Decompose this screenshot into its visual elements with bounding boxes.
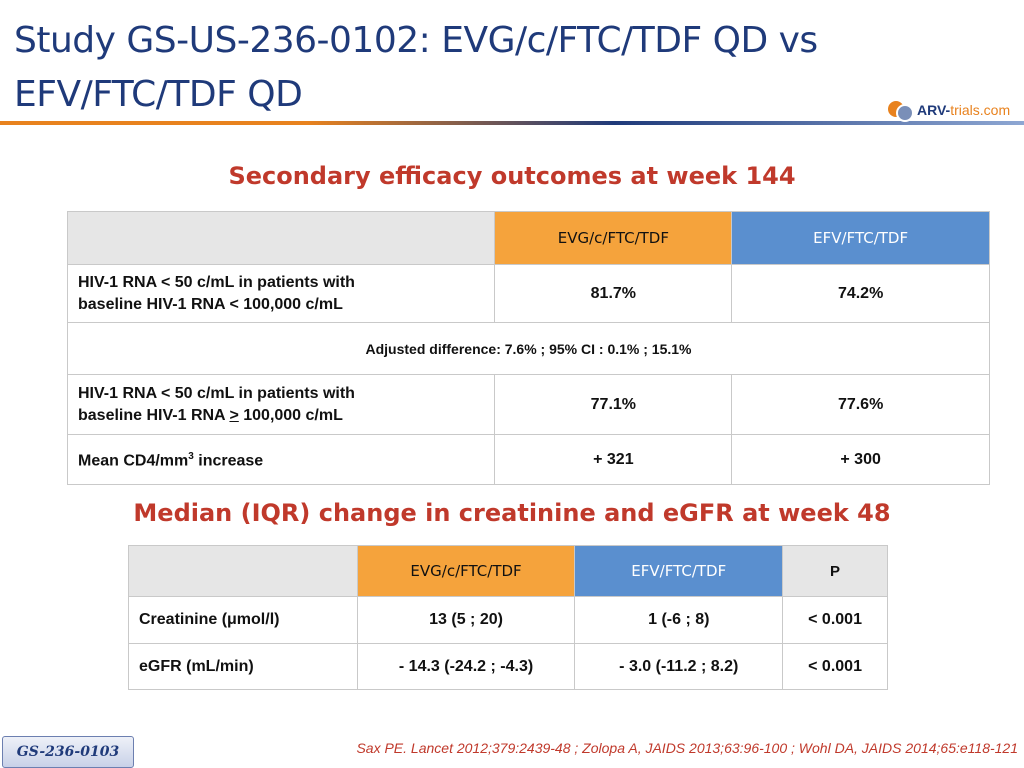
arv-trials-logo: ARV-trials.com: [888, 97, 1016, 123]
header-p: P: [782, 545, 888, 597]
row-label: HIV-1 RNA < 50 c/mL in patients with bas…: [66, 374, 496, 435]
cell-efv: 77.6%: [731, 374, 990, 435]
adjusted-difference-cell: Adjusted difference: 7.6% ; 95% CI : 0.1…: [67, 322, 990, 375]
header-blank-cell: [128, 545, 358, 597]
table-header-row: EVG/c/FTC/TDF EFV/FTC/TDF P: [128, 545, 888, 597]
cell-efv: 1 (-6 ; 8): [574, 596, 784, 644]
row-label: eGFR (mL/min): [128, 643, 358, 690]
cell-evg: 13 (5 ; 20): [356, 596, 576, 644]
table-row: HIV-1 RNA < 50 c/mL in patients with bas…: [66, 374, 990, 435]
logo-icon: [888, 99, 914, 122]
cell-evg: + 321: [494, 434, 733, 485]
row-label: Creatinine (μmol/l): [128, 596, 358, 644]
row-label: Mean CD4/mm3 increase: [66, 434, 496, 485]
cell-evg: 77.1%: [494, 374, 733, 435]
cell-evg: 81.7%: [494, 264, 733, 323]
title-line-2: EFV/FTC/TDF QD: [14, 74, 303, 115]
title-underline: [0, 121, 1024, 125]
table-row-adjusted-difference: Adjusted difference: 7.6% ; 95% CI : 0.1…: [67, 322, 990, 375]
table-row: eGFR (mL/min) - 14.3 (-24.2 ; -4.3) - 3.…: [128, 643, 888, 690]
section-heading-efficacy: Secondary efficacy outcomes at week 144: [228, 162, 796, 190]
slide-title: Study GS-US-236-0102: EVG/c/FTC/TDF QD v…: [14, 14, 914, 122]
title-line-1: Study GS-US-236-0102: EVG/c/FTC/TDF QD v…: [14, 20, 818, 61]
table-header-row: EVG/c/FTC/TDF EFV/FTC/TDF: [66, 211, 990, 265]
row-label: HIV-1 RNA < 50 c/mL in patients with bas…: [66, 264, 496, 323]
study-tag: GS-236-0103: [2, 736, 134, 768]
creatinine-table: EVG/c/FTC/TDF EFV/FTC/TDF P Creatinine (…: [128, 545, 888, 690]
references: Sax PE. Lancet 2012;379:2439-48 ; Zolopa…: [356, 740, 1018, 756]
table-row: HIV-1 RNA < 50 c/mL in patients with bas…: [66, 264, 990, 323]
cell-evg: - 14.3 (-24.2 ; -4.3): [356, 643, 576, 690]
logo-text: ARV-trials.com: [917, 102, 1011, 118]
header-evg: EVG/c/FTC/TDF: [494, 211, 733, 265]
cell-p: < 0.001: [782, 643, 888, 690]
header-evg: EVG/c/FTC/TDF: [356, 545, 576, 597]
header-blank-cell: [66, 211, 496, 265]
section-heading-creatinine: Median (IQR) change in creatinine and eG…: [133, 499, 891, 527]
cell-p: < 0.001: [782, 596, 888, 644]
table-row: Creatinine (μmol/l) 13 (5 ; 20) 1 (-6 ; …: [128, 596, 888, 644]
table-row: Mean CD4/mm3 increase + 321 + 300: [66, 434, 990, 485]
header-efv: EFV/FTC/TDF: [574, 545, 784, 597]
cell-efv: - 3.0 (-11.2 ; 8.2): [574, 643, 784, 690]
header-efv: EFV/FTC/TDF: [731, 211, 990, 265]
efficacy-table: EVG/c/FTC/TDF EFV/FTC/TDF HIV-1 RNA < 50…: [66, 211, 990, 485]
cell-efv: + 300: [731, 434, 990, 485]
cell-efv: 74.2%: [731, 264, 990, 323]
